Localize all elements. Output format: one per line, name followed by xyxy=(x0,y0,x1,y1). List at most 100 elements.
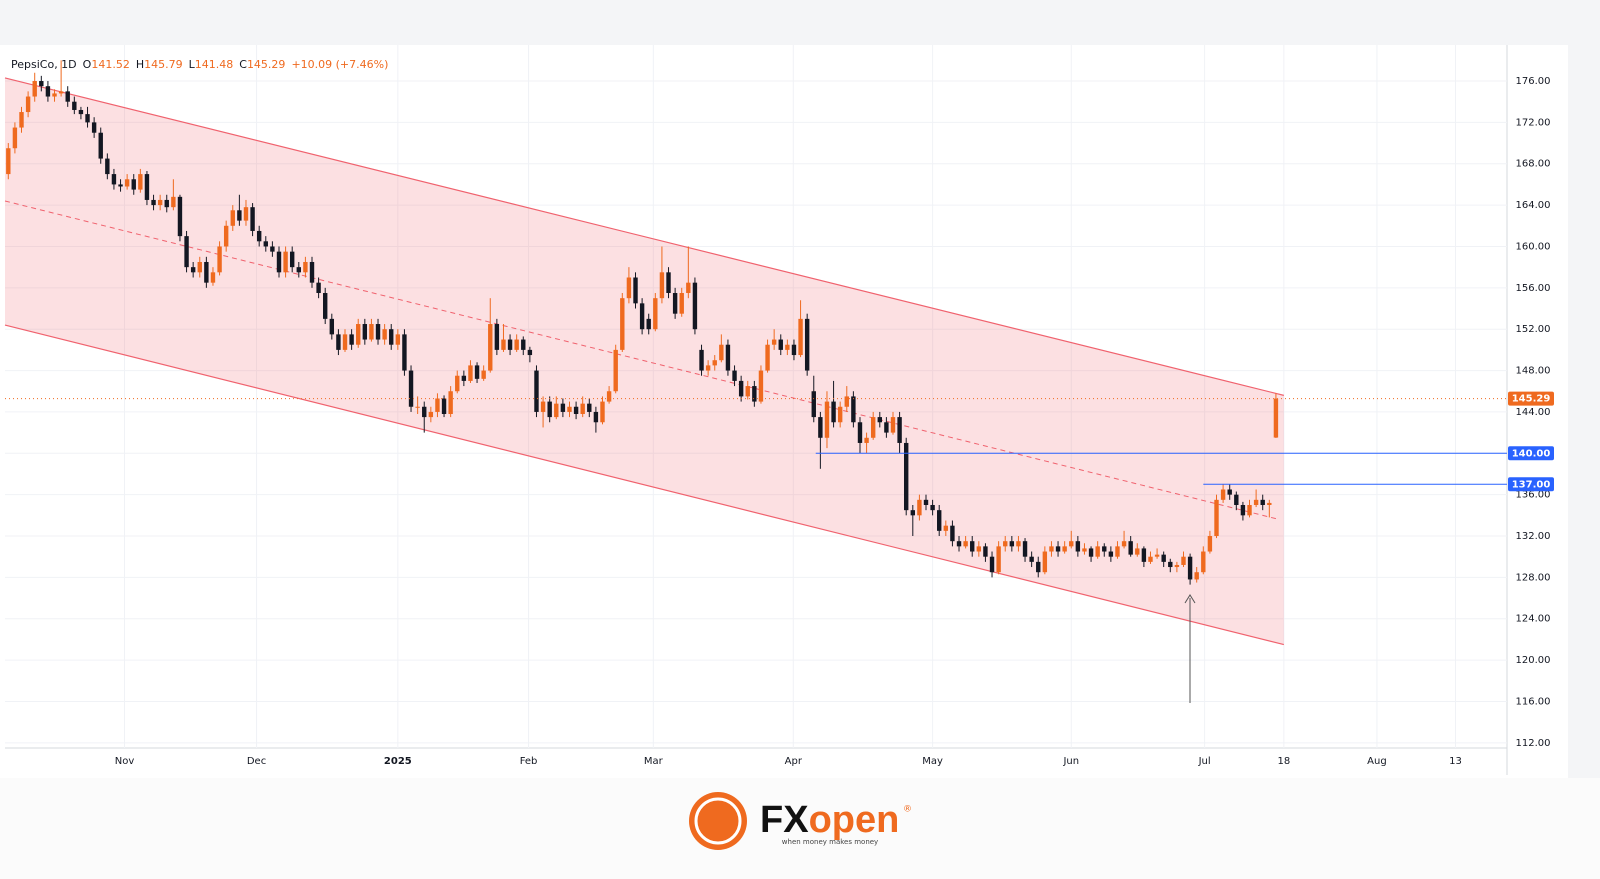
candle-body xyxy=(263,241,268,247)
candle-body xyxy=(686,282,691,294)
candle-body xyxy=(296,267,301,273)
candle-body xyxy=(1108,551,1114,557)
candle-body xyxy=(1115,546,1120,557)
candle-body xyxy=(877,417,882,423)
candle-body xyxy=(488,324,493,371)
y-tick-label: 128.00 xyxy=(1516,572,1551,583)
candle-body xyxy=(1267,502,1272,505)
y-tick-label: 132.00 xyxy=(1516,531,1551,542)
footer-panel xyxy=(0,778,1600,879)
candle-body xyxy=(560,403,566,412)
candle-body xyxy=(989,556,995,573)
ohlc-label: C xyxy=(239,58,247,71)
candle-body xyxy=(1161,554,1166,562)
overlay: 112.00 116.00 120.00 124.00 128.00 132.00 136.… xyxy=(5,76,1554,767)
candle-body xyxy=(237,210,242,221)
candle-body xyxy=(190,267,196,273)
candle-body xyxy=(428,411,434,418)
candle-body xyxy=(950,525,955,542)
candle-body xyxy=(217,246,222,273)
candle-body xyxy=(1187,556,1193,580)
candle-body xyxy=(910,510,916,516)
candle-body xyxy=(897,417,902,443)
y-tick-label: 168.00 xyxy=(1516,159,1551,170)
candle-body xyxy=(943,525,949,531)
candle-body xyxy=(613,349,618,392)
candle-body xyxy=(474,365,480,379)
candle-body xyxy=(534,370,539,412)
candle-body xyxy=(402,334,407,371)
candle-body xyxy=(461,375,467,381)
candle-body xyxy=(1029,556,1034,562)
candle-body xyxy=(1003,541,1008,547)
y-tick-label: 116.00 xyxy=(1516,696,1551,707)
candle-body xyxy=(884,422,889,433)
candle-body xyxy=(131,179,136,190)
grid xyxy=(5,45,1507,748)
candle-body xyxy=(303,261,308,273)
candle-body xyxy=(1253,499,1259,505)
level-tag xyxy=(1508,477,1554,492)
candle-body xyxy=(923,499,929,505)
y-tick-label: 148.00 xyxy=(1516,366,1551,377)
candle-body xyxy=(719,344,724,361)
y-tick-label: 164.00 xyxy=(1516,200,1551,211)
candle-body xyxy=(283,251,288,273)
candle-body xyxy=(653,298,658,330)
candle-body xyxy=(270,246,275,252)
candle-body xyxy=(1168,561,1173,568)
ohlc-label: O xyxy=(83,58,92,71)
candle-body xyxy=(666,272,671,294)
candle-body xyxy=(831,401,836,423)
candle-body xyxy=(1055,546,1061,552)
candle-body xyxy=(171,196,176,208)
x-tick-label: Aug xyxy=(1367,756,1387,767)
candle-body xyxy=(243,207,249,221)
candle-body xyxy=(593,411,599,423)
channel-middle xyxy=(4,200,1280,520)
y-tick-label: 160.00 xyxy=(1516,241,1551,252)
candle-body xyxy=(937,510,942,531)
arrow-head xyxy=(1184,594,1196,604)
candle-body xyxy=(223,225,229,247)
candle-body xyxy=(91,122,97,133)
y-tick-label: 172.00 xyxy=(1516,117,1551,128)
candle-body xyxy=(336,334,341,350)
candle-body xyxy=(501,339,506,350)
candle-body xyxy=(580,403,585,414)
candle-body xyxy=(851,396,856,423)
candle-body xyxy=(996,546,1001,573)
candle-body xyxy=(732,370,737,381)
candle-body xyxy=(514,339,519,350)
candle-body xyxy=(52,93,57,97)
candle-body xyxy=(540,401,546,412)
candle-body xyxy=(323,293,328,319)
channel xyxy=(4,77,1284,646)
candle-body xyxy=(362,324,368,340)
y-tick-label: 120.00 xyxy=(1516,655,1551,666)
candle-body xyxy=(85,114,90,123)
candle-body xyxy=(138,174,143,190)
candle-body xyxy=(857,422,863,443)
candle-body xyxy=(983,546,988,557)
candle-body xyxy=(1128,541,1133,555)
candle-body xyxy=(1181,556,1186,565)
candle-body xyxy=(1154,554,1160,557)
candle-body xyxy=(494,324,500,350)
candle-body xyxy=(765,344,770,371)
registered: ® xyxy=(903,805,912,815)
candle-body xyxy=(356,324,361,345)
candle-body xyxy=(329,318,335,335)
brand-fx: FX xyxy=(760,799,809,841)
candle-body xyxy=(1227,489,1232,495)
candle-body xyxy=(620,298,625,350)
candle-body xyxy=(276,251,282,273)
candle-body xyxy=(151,199,156,206)
candle-body xyxy=(890,417,896,433)
candle-body xyxy=(976,546,982,552)
candle-body xyxy=(349,334,354,345)
candle-body xyxy=(1141,548,1147,562)
candle-body xyxy=(567,406,572,412)
candle-body xyxy=(197,261,202,273)
tagline: when money makes money xyxy=(782,838,878,846)
